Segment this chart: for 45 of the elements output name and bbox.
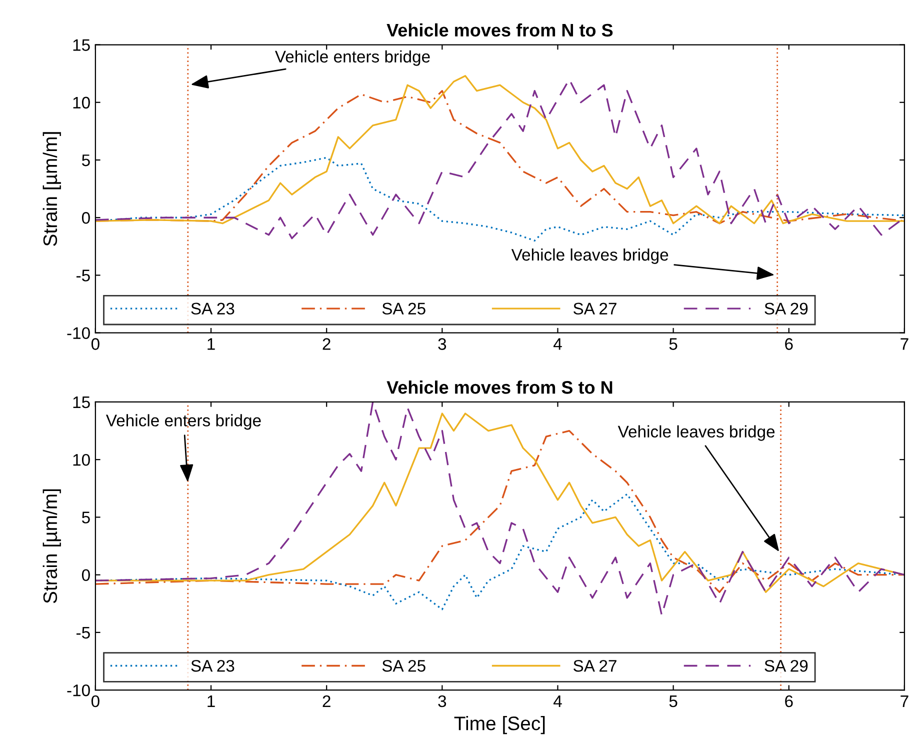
- y-tick-label: 15: [73, 39, 90, 51]
- y-tick-label: -5: [76, 270, 90, 282]
- y-tick-label: 10: [73, 454, 90, 466]
- chart-title: Vehicle moves from N to S: [386, 23, 613, 37]
- x-tick-label: 2: [322, 338, 330, 350]
- legend-label: SA 27: [574, 302, 616, 315]
- y-tick-label: 15: [73, 396, 90, 408]
- annotation: Vehicle enters bridge: [106, 414, 261, 430]
- legend-label: SA 29: [764, 302, 808, 315]
- y-axis-title: Strain [µm/m]: [42, 489, 61, 604]
- y-tick-label: -10: [67, 684, 90, 696]
- x-tick-label: 4: [553, 696, 562, 707]
- y-tick-label: 5: [82, 512, 90, 524]
- y-tick-label: -5: [76, 627, 90, 639]
- x-tick-label: 0: [91, 695, 100, 708]
- legend-label: SA 25: [382, 660, 426, 672]
- y-axis-title: Strain [µm/m]: [42, 132, 61, 246]
- y-tick-label: 0: [82, 212, 90, 224]
- y-tick-label: 10: [73, 96, 90, 109]
- x-tick-label: 4: [553, 338, 562, 350]
- x-tick-label: 7: [900, 338, 908, 350]
- x-tick-label: 5: [669, 696, 678, 708]
- x-tick-label: 7: [900, 696, 908, 707]
- x-axis-title: Time [Sec]: [454, 716, 545, 734]
- x-tick-label: 5: [669, 338, 678, 350]
- x-tick-label: 2: [322, 695, 330, 707]
- annotation: Vehicle leaves bridge: [511, 248, 668, 264]
- chart-title: Vehicle moves from S to N: [386, 380, 612, 394]
- x-tick-label: 3: [438, 338, 446, 350]
- legend-label: SA 27: [574, 660, 616, 672]
- y-tick-label: 5: [82, 154, 90, 166]
- x-tick-label: 1: [208, 338, 215, 350]
- legend-label: SA 23: [191, 660, 234, 672]
- x-tick-label: 6: [785, 695, 793, 708]
- x-tick-label: 1: [208, 696, 215, 707]
- legend-label: SA 23: [191, 302, 234, 315]
- legend-label: SA 29: [764, 660, 808, 672]
- y-tick-label: 0: [82, 569, 90, 582]
- annotation: Vehicle leaves bridge: [618, 425, 775, 441]
- x-tick-label: 0: [91, 338, 100, 350]
- annotation: Vehicle enters bridge: [274, 50, 430, 66]
- x-tick-label: 3: [438, 695, 446, 708]
- x-tick-label: 6: [785, 338, 793, 350]
- y-tick-label: -10: [67, 327, 90, 340]
- legend-label: SA 25: [382, 302, 426, 315]
